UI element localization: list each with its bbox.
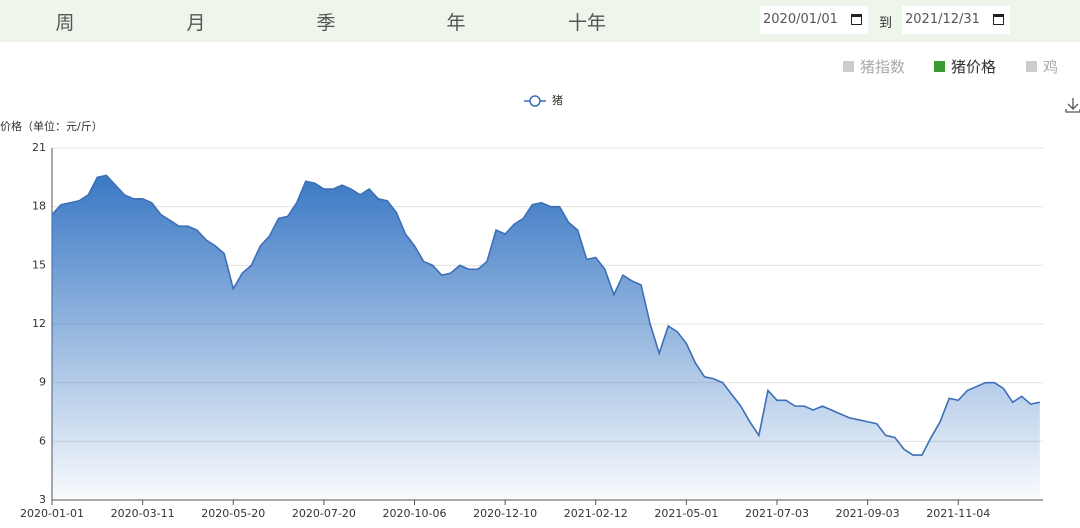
y-tick-label: 9 — [39, 376, 46, 389]
x-tick-label: 2021-05-01 — [654, 507, 718, 520]
y-axis-label: 价格（单位：元/斤） — [0, 119, 103, 133]
x-tick-label: 2021-09-03 — [836, 507, 900, 520]
x-tick-label: 2020-12-10 — [473, 507, 537, 520]
y-tick-label: 15 — [32, 258, 46, 271]
y-tick-label: 3 — [39, 493, 46, 506]
x-tick-label: 2020-03-11 — [111, 507, 175, 520]
date-separator: 到 — [879, 16, 893, 31]
x-tick-label: 2021-11-04 — [926, 507, 990, 520]
tab[interactable]: 十年 — [567, 12, 607, 34]
toggle-swatch — [843, 61, 854, 72]
x-tick-label: 2021-07-03 — [745, 507, 809, 520]
tab[interactable]: 周 — [55, 12, 75, 34]
date-input[interactable]: 2020/01/01 — [760, 6, 868, 34]
legend-marker — [529, 95, 541, 107]
date-input[interactable]: 2021/12/31 — [902, 6, 1010, 34]
x-tick-label: 2020-10-06 — [383, 507, 447, 520]
toggle-swatch — [1026, 61, 1037, 72]
x-tick-label: 2021-02-12 — [564, 507, 628, 520]
legend-toggle[interactable]: 鸡 — [1026, 56, 1058, 77]
x-tick-label: 2020-05-20 — [201, 507, 265, 520]
tab[interactable]: 月 — [186, 12, 206, 34]
line — [51, 174, 1040, 456]
legend-toggle[interactable]: 猪价格 — [934, 56, 996, 77]
toggle-swatch — [934, 61, 945, 72]
area — [52, 175, 1040, 500]
date-text: 2020/01/01 — [763, 12, 838, 27]
tab[interactable]: 季 — [316, 12, 336, 34]
y-tick-label: 18 — [32, 200, 46, 213]
toggle-label: 猪指数 — [860, 58, 906, 76]
toggle-label: 猪价格 — [951, 58, 997, 76]
legend-toggle[interactable]: 猪指数 — [843, 56, 905, 77]
toolbar — [0, 0, 1080, 42]
y-tick-label: 21 — [32, 141, 46, 154]
tab[interactable]: 年 — [446, 12, 466, 34]
y-tick-label: 12 — [32, 317, 46, 330]
legend-label: 猪 — [552, 94, 563, 107]
calendar-icon — [993, 14, 1004, 25]
x-tick-label: 2020-07-20 — [292, 507, 356, 520]
y-tick-label: 6 — [39, 434, 46, 447]
calendar-icon — [851, 14, 862, 25]
toggle-label: 鸡 — [1043, 58, 1059, 76]
x-tick-label: 2020-01-01 — [20, 507, 84, 520]
date-text: 2021/12/31 — [905, 12, 980, 27]
download-icon[interactable] — [1065, 98, 1080, 113]
